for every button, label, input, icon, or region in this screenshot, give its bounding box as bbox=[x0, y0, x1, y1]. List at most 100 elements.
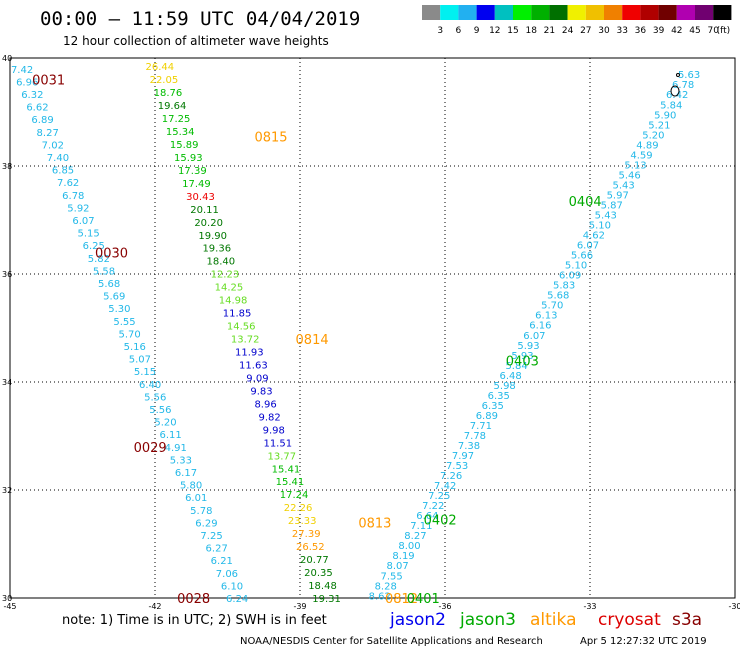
colorbar-label: 39 bbox=[653, 26, 665, 36]
swh-value: 5.16 bbox=[124, 342, 146, 353]
grid bbox=[10, 58, 735, 598]
swh-value: 23.33 bbox=[288, 516, 317, 527]
swh-value: 4.89 bbox=[636, 140, 658, 151]
swh-value: 18.76 bbox=[154, 88, 183, 99]
legend-jason2: jason2 bbox=[389, 610, 446, 630]
legend-altika: altika bbox=[530, 610, 577, 630]
swh-value: 5.43 bbox=[595, 210, 617, 221]
swh-value: 8.28 bbox=[375, 581, 397, 592]
x-tick-label: -45 bbox=[3, 602, 16, 611]
swh-value: 5.66 bbox=[571, 251, 593, 262]
note-text: note: 1) Time is in UTC; 2) SWH is in fe… bbox=[62, 613, 327, 628]
swh-value: 6.48 bbox=[499, 371, 521, 382]
swh-value: 6.10 bbox=[221, 581, 243, 592]
colorbar-label: (ft) bbox=[717, 26, 731, 36]
swh-value: 26.52 bbox=[296, 542, 325, 553]
swh-value: 5.87 bbox=[601, 200, 623, 211]
swh-value: 6.64 bbox=[416, 511, 438, 522]
swh-value: 4.91 bbox=[165, 443, 187, 454]
pass-time-label: 0031 bbox=[32, 74, 65, 89]
legend-jason3: jason3 bbox=[459, 610, 516, 630]
colorbar-swatch bbox=[640, 5, 659, 20]
swh-value: 5.21 bbox=[648, 120, 670, 131]
swh-value: 6.07 bbox=[577, 241, 599, 252]
swh-value: 5.78 bbox=[190, 506, 212, 517]
swh-value: 15.34 bbox=[166, 127, 195, 138]
colorbar-swatch bbox=[604, 5, 623, 20]
swh-value: 26.44 bbox=[146, 62, 175, 73]
colorbar-label: 15 bbox=[507, 26, 518, 36]
swh-value: 8.62 bbox=[369, 591, 391, 602]
swh-value: 6.78 bbox=[672, 80, 694, 91]
swh-value: 5.15 bbox=[78, 229, 100, 240]
swh-value: 7.02 bbox=[42, 140, 64, 151]
swh-value: 22.05 bbox=[150, 75, 179, 86]
swh-value: 6.01 bbox=[185, 493, 207, 504]
swh-value: 5.93 bbox=[517, 341, 539, 352]
swh-value: 8.27 bbox=[37, 128, 59, 139]
swh-value: 17.24 bbox=[280, 490, 309, 501]
swh-value: 5.13 bbox=[624, 160, 646, 171]
swh-value: 5.56 bbox=[144, 392, 166, 403]
swh-value: 5.10 bbox=[589, 221, 611, 232]
satellite-legend: jason2 jason3 altika cryosat s3a bbox=[389, 610, 702, 630]
x-tick-label: -36 bbox=[438, 602, 451, 611]
pass-time-label: 0402 bbox=[424, 514, 457, 529]
swh-value: 11.63 bbox=[239, 360, 268, 371]
colorbar-swatch bbox=[658, 5, 677, 20]
colorbar-swatch bbox=[476, 5, 495, 20]
swh-value: 17.25 bbox=[162, 114, 191, 125]
swh-value: 5.07 bbox=[129, 355, 151, 366]
legend-s3a: s3a bbox=[672, 610, 702, 630]
swh-value: 6.07 bbox=[72, 216, 94, 227]
swh-value: 4.59 bbox=[630, 150, 652, 161]
colorbar-label: 33 bbox=[616, 26, 627, 36]
swh-value: 15.41 bbox=[276, 477, 305, 488]
swh-value: 5.82 bbox=[88, 254, 110, 265]
swh-value: 27.39 bbox=[292, 529, 321, 540]
island-outline bbox=[670, 85, 680, 97]
swh-value: 14.56 bbox=[227, 322, 256, 333]
y-tick-label: 40 bbox=[2, 54, 12, 63]
pass-time-label: 0404 bbox=[569, 195, 602, 210]
pass-time-label: 0403 bbox=[506, 354, 539, 369]
swh-value: 7.97 bbox=[452, 451, 474, 462]
pass-time-label: 0814 bbox=[296, 333, 329, 348]
colorbar-swatch bbox=[567, 5, 586, 20]
colorbar-swatch bbox=[494, 5, 513, 20]
swh-value: 5.68 bbox=[547, 291, 569, 302]
swh-value: 5.10 bbox=[565, 261, 587, 272]
swh-value: 5.20 bbox=[642, 130, 664, 141]
swh-value: 8.27 bbox=[404, 531, 426, 542]
swh-value: 7.40 bbox=[47, 153, 69, 164]
swh-value: 5.15 bbox=[134, 367, 156, 378]
colorbar-label: 21 bbox=[544, 26, 555, 36]
swh-value: 5.30 bbox=[108, 304, 130, 315]
colorbar-swatch bbox=[440, 5, 459, 20]
swh-value: 8.19 bbox=[392, 551, 414, 562]
swh-value: 5.56 bbox=[149, 405, 171, 416]
swh-value: 7.42 bbox=[434, 481, 456, 492]
swh-value: 6.29 bbox=[195, 518, 217, 529]
swh-value: 15.89 bbox=[170, 140, 199, 151]
swh-value: 19.90 bbox=[198, 231, 227, 242]
colorbar-label: 30 bbox=[598, 26, 610, 36]
y-tick-label: 30 bbox=[2, 594, 12, 603]
swh-value: 5.70 bbox=[541, 301, 563, 312]
swh-value: 13.77 bbox=[268, 451, 297, 462]
y-tick-label: 32 bbox=[2, 486, 12, 495]
swh-value: 6.25 bbox=[83, 241, 105, 252]
legend-cryosat: cryosat bbox=[598, 610, 661, 630]
colorbar-label: 42 bbox=[671, 26, 682, 36]
x-tick-label: -33 bbox=[583, 602, 596, 611]
x-tick-label: -42 bbox=[148, 602, 161, 611]
swh-value: 5.69 bbox=[103, 292, 125, 303]
swh-value: 8.00 bbox=[398, 541, 420, 552]
pass-time-label: 0401 bbox=[407, 592, 440, 607]
swh-value: 13.72 bbox=[231, 335, 260, 346]
swh-value: 5.97 bbox=[607, 190, 629, 201]
swh-value: 11.51 bbox=[263, 438, 292, 449]
swh-value: 6.24 bbox=[226, 594, 248, 605]
swh-value: 5.70 bbox=[118, 329, 140, 340]
swh-value: 6.17 bbox=[175, 468, 197, 479]
